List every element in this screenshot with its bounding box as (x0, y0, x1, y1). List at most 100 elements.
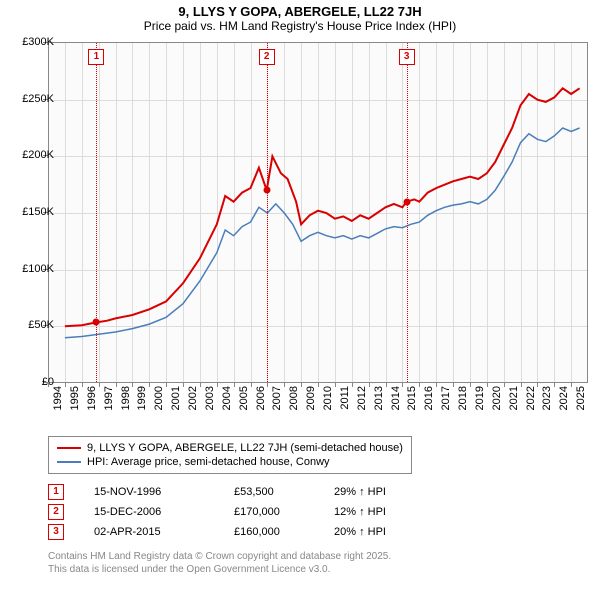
x-axis-label: 2011 (339, 386, 351, 426)
legend-swatch (57, 461, 81, 463)
x-tick (82, 382, 83, 387)
y-axis-label: £0 (4, 376, 54, 388)
x-axis-label: 2022 (525, 386, 537, 426)
transaction-badge: 2 (48, 504, 64, 520)
transaction-row: 115-NOV-1996£53,50029% ↑ HPI (48, 482, 434, 502)
y-axis-label: £150K (4, 206, 54, 218)
transaction-date: 15-NOV-1996 (94, 486, 234, 498)
x-tick (217, 382, 218, 387)
x-axis-label: 2000 (153, 386, 165, 426)
marker-dot (93, 319, 100, 326)
x-tick (284, 382, 285, 387)
transactions-table: 115-NOV-1996£53,50029% ↑ HPI215-DEC-2006… (48, 482, 434, 542)
x-axis-label: 1996 (86, 386, 98, 426)
x-axis-label: 2017 (440, 386, 452, 426)
x-tick (504, 382, 505, 387)
footer-line-2: This data is licensed under the Open Gov… (48, 563, 391, 576)
chart-subtitle: Price paid vs. HM Land Registry's House … (0, 19, 600, 37)
transaction-badge: 3 (48, 524, 64, 540)
marker-badge: 2 (259, 49, 275, 65)
y-axis-label: £50K (4, 319, 54, 331)
x-tick (470, 382, 471, 387)
x-axis-label: 2016 (423, 386, 435, 426)
legend-label: 9, LLYS Y GOPA, ABERGELE, LL22 7JH (semi… (87, 442, 403, 454)
x-tick (402, 382, 403, 387)
legend-label: HPI: Average price, semi-detached house,… (87, 456, 330, 468)
x-axis-label: 2004 (221, 386, 233, 426)
x-axis-label: 2024 (558, 386, 570, 426)
x-tick (116, 382, 117, 387)
x-tick (65, 382, 66, 387)
x-tick (554, 382, 555, 387)
x-axis-label: 1999 (136, 386, 148, 426)
transaction-hpi: 12% ↑ HPI (334, 506, 434, 518)
x-axis-label: 2025 (575, 386, 587, 426)
x-axis-label: 2002 (187, 386, 199, 426)
x-tick (318, 382, 319, 387)
legend-item: HPI: Average price, semi-detached house,… (57, 455, 403, 469)
x-axis-label: 2015 (406, 386, 418, 426)
x-tick (99, 382, 100, 387)
x-tick (419, 382, 420, 387)
x-axis-label: 2023 (541, 386, 553, 426)
marker-vline (96, 43, 97, 382)
x-axis-label: 2008 (288, 386, 300, 426)
x-tick (537, 382, 538, 387)
x-tick (251, 382, 252, 387)
x-axis-label: 1997 (103, 386, 115, 426)
y-axis-label: £100K (4, 263, 54, 275)
x-axis-label: 2003 (204, 386, 216, 426)
series-line (65, 88, 580, 326)
x-axis-label: 2012 (356, 386, 368, 426)
transaction-badge: 1 (48, 484, 64, 500)
x-tick (571, 382, 572, 387)
x-tick (267, 382, 268, 387)
marker-dot (263, 187, 270, 194)
marker-vline (267, 43, 268, 382)
x-tick (436, 382, 437, 387)
x-axis-label: 2013 (373, 386, 385, 426)
x-tick (301, 382, 302, 387)
x-axis-label: 2019 (474, 386, 486, 426)
transaction-date: 15-DEC-2006 (94, 506, 234, 518)
x-tick (149, 382, 150, 387)
x-axis-label: 2018 (457, 386, 469, 426)
x-tick (369, 382, 370, 387)
plot-area: 123 (48, 42, 588, 382)
y-axis-label: £200K (4, 149, 54, 161)
x-tick (386, 382, 387, 387)
x-axis-label: 1998 (120, 386, 132, 426)
transaction-hpi: 20% ↑ HPI (334, 526, 434, 538)
marker-vline (407, 43, 408, 382)
footer-line-1: Contains HM Land Registry data © Crown c… (48, 550, 391, 563)
chart-container: 9, LLYS Y GOPA, ABERGELE, LL22 7JH Price… (0, 0, 600, 590)
x-axis-label: 2001 (170, 386, 182, 426)
x-axis-label: 2014 (390, 386, 402, 426)
x-axis-label: 2005 (238, 386, 250, 426)
legend-item: 9, LLYS Y GOPA, ABERGELE, LL22 7JH (semi… (57, 441, 403, 455)
x-tick (166, 382, 167, 387)
x-axis-label: 2006 (255, 386, 267, 426)
x-tick (521, 382, 522, 387)
marker-dot (403, 198, 410, 205)
x-axis-label: 2021 (508, 386, 520, 426)
x-tick (183, 382, 184, 387)
x-axis-label: 2009 (305, 386, 317, 426)
series-line (65, 128, 580, 338)
x-tick (234, 382, 235, 387)
x-tick (352, 382, 353, 387)
x-tick (200, 382, 201, 387)
y-axis-label: £300K (4, 36, 54, 48)
y-axis-label: £250K (4, 93, 54, 105)
x-axis-label: 1994 (52, 386, 64, 426)
legend-swatch (57, 447, 81, 449)
marker-badge: 3 (399, 49, 415, 65)
x-axis-label: 2007 (271, 386, 283, 426)
series-layer (48, 43, 588, 383)
x-tick (453, 382, 454, 387)
footer-attribution: Contains HM Land Registry data © Crown c… (48, 550, 391, 576)
transaction-price: £160,000 (234, 526, 334, 538)
transaction-hpi: 29% ↑ HPI (334, 486, 434, 498)
x-tick (335, 382, 336, 387)
transaction-row: 215-DEC-2006£170,00012% ↑ HPI (48, 502, 434, 522)
